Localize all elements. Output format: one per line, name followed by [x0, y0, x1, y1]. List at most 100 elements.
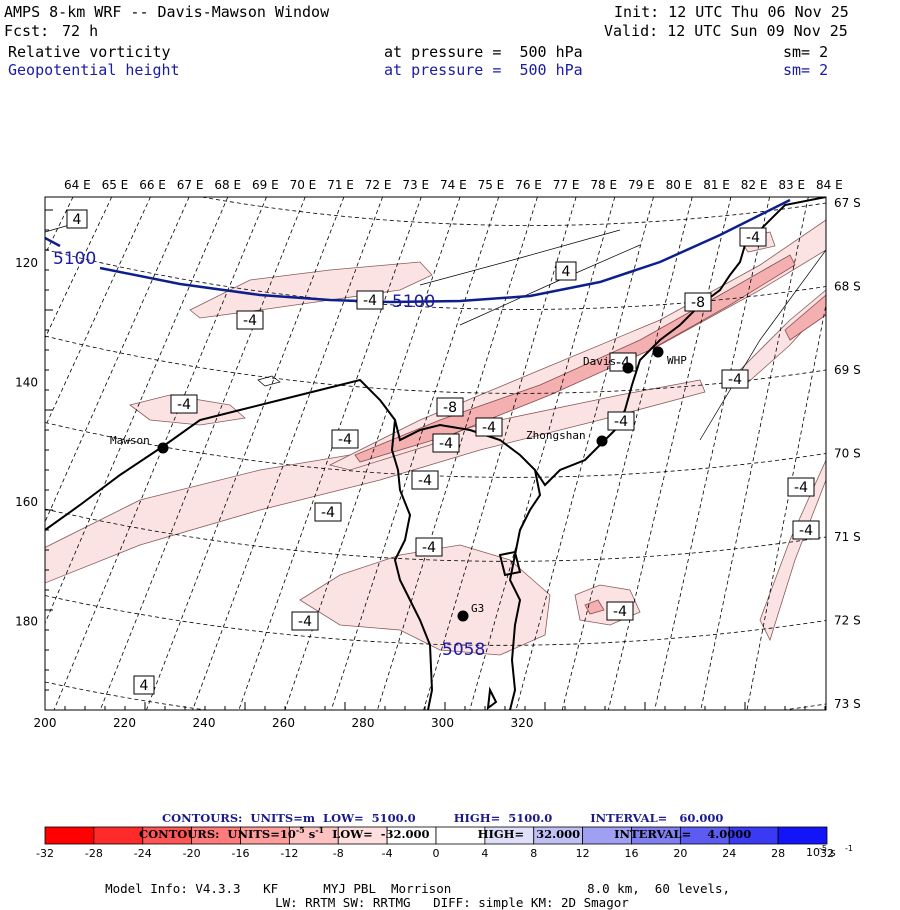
stations: Mawson Davis WHP Zhongshan G3 — [110, 346, 687, 622]
svg-text:-8: -8 — [691, 295, 705, 311]
height-contour-5100-west — [45, 236, 61, 248]
svg-text:-4: -4 — [243, 313, 257, 329]
plot-frame — [44, 196, 827, 711]
svg-text:4: 4 — [562, 264, 571, 280]
vorticity-label: -4 — [331, 429, 359, 449]
vorticity-label: 4 — [66, 209, 88, 229]
vorticity-core-small — [584, 599, 605, 615]
station-mawson: Mawson — [110, 434, 169, 454]
station-zhongshan: Zhongshan — [526, 429, 608, 447]
svg-text:-4: -4 — [794, 480, 808, 496]
svg-text:-8: -8 — [443, 400, 457, 416]
latitude-label: 70 S — [834, 447, 861, 461]
longitude-label: 76 E — [515, 178, 542, 192]
x-tick-label: 200 — [34, 716, 57, 730]
valid-time: Valid: 12 UTC Sun 09 Nov 25 — [604, 22, 848, 40]
vorticity-label: 4 — [133, 675, 155, 695]
height-label: 5100 — [53, 249, 96, 269]
x-tick-label: 280 — [352, 716, 375, 730]
vorticity-label: -4 — [787, 477, 815, 497]
longitude-label: 78 E — [590, 178, 617, 192]
vorticity-label: -4 — [356, 290, 384, 310]
colorbar-labels: -32 -28 -24 -20 -16 -12 -8 -4 0 4 8 12 16 20 24 28 32 — [36, 847, 834, 860]
longitude-label: 70 E — [290, 178, 317, 192]
vorticity-label: -4 — [314, 502, 342, 522]
svg-text:-4: -4 — [482, 420, 496, 436]
vorticity-label: -4 — [721, 369, 749, 389]
colorbar-level-label: -24 — [134, 847, 152, 860]
x-tick-label: 300 — [431, 716, 454, 730]
longitude-label: 82 E — [741, 178, 768, 192]
latitude-label: 71 S — [834, 530, 861, 544]
field-1-level: at pressure = 500 hPa — [384, 43, 583, 61]
frame-ticks — [44, 209, 826, 711]
coastline — [45, 197, 826, 710]
field-2-name: Geopotential height — [8, 61, 180, 79]
colorbar-level-label: -28 — [85, 847, 103, 860]
svg-text:-5: -5 — [819, 844, 827, 853]
svg-text:4: 4 — [73, 212, 82, 228]
station-davis: Davis — [583, 355, 634, 374]
map-area: 5100 5100 5058 4 4 -4 -4 -4 -8 -4 -4 -4 … — [45, 197, 826, 710]
longitude-label: 64 E — [64, 178, 91, 192]
model-info: Model Info: V4.3.3 KF MYJ PBL Morrison — [105, 881, 452, 896]
longitude-label: 84 E — [816, 178, 843, 192]
svg-text:-4: -4 — [321, 505, 335, 521]
latitude-label: 67 S — [834, 196, 861, 210]
svg-text:-4: -4 — [728, 372, 742, 388]
field-2-level: at pressure = 500 hPa — [384, 61, 583, 79]
svg-text:-4: -4 — [422, 540, 436, 556]
svg-text:Zhongshan: Zhongshan — [526, 429, 586, 442]
longitude-label: 80 E — [666, 178, 693, 192]
vorticity-label: -4 — [607, 411, 635, 431]
colorbar-level-label: 8 — [530, 847, 537, 860]
vorticity-label: 4 — [555, 261, 577, 281]
svg-text:-4: -4 — [613, 604, 627, 620]
x-tick-label: 240 — [193, 716, 216, 730]
svg-text:-4: -4 — [298, 614, 312, 630]
vorticity-label: -4 — [606, 601, 634, 621]
colorbar-swatch — [44, 826, 95, 845]
vorticity-label: -4 — [291, 611, 319, 631]
vorticity-contour-info: CONTOURS: UNITS=10-5 s-1 LOW= -32.000 HIG… — [139, 825, 752, 841]
latitude-labels: 67 S 68 S 69 S 70 S 71 S 72 S 73 S — [834, 196, 861, 711]
init-time: Init: 12 UTC Thu 06 Nov 25 — [614, 3, 849, 21]
colorbar-level-label: -20 — [183, 847, 201, 860]
vorticity-label: -4 — [739, 227, 767, 247]
svg-text:-4: -4 — [418, 473, 432, 489]
svg-text:WHP: WHP — [667, 354, 687, 367]
longitude-label: 75 E — [478, 178, 505, 192]
vorticity-label: -8 — [684, 292, 712, 312]
vorticity-label: -4 — [415, 537, 443, 557]
vorticity-core — [354, 254, 826, 615]
longitude-label: 68 E — [214, 178, 241, 192]
colorbar-level-label: -32 — [36, 847, 54, 860]
vorticity-label: -4 — [792, 520, 820, 540]
field-1-name: Relative vorticity — [8, 43, 171, 61]
colorbar-level-label: 32 — [820, 847, 834, 860]
x-tick-label: 260 — [272, 716, 295, 730]
station-whp: WHP — [652, 346, 687, 367]
x-tick-label: 320 — [511, 716, 534, 730]
vorticity-label: -4 — [411, 470, 439, 490]
latitude-label: 69 S — [834, 363, 861, 377]
svg-text:G3: G3 — [471, 602, 484, 615]
svg-text:-1: -1 — [845, 844, 853, 853]
vorticity-core-east — [784, 294, 826, 341]
y-tick-label: 180 — [15, 615, 38, 629]
height-contour-info: CONTOURS: UNITS=m LOW= 5100.0 HIGH= 5100.… — [162, 811, 724, 825]
longitude-label: 79 E — [628, 178, 655, 192]
colorbar-unit: 10 -5 s -1 — [806, 844, 853, 859]
colorbar-level-label: 0 — [433, 847, 440, 860]
colorbar-level-label: -16 — [232, 847, 250, 860]
colorbar-level-label: -8 — [333, 847, 344, 860]
vorticity-label: -4 — [475, 417, 503, 437]
vorticity-band-south — [45, 379, 706, 584]
field-2-smoothing: sm= 2 — [783, 61, 829, 79]
vorticity-labels: 4 4 -4 -4 -4 -8 -4 -4 -4 -4 -4 -4 -4 -4 … — [66, 209, 820, 695]
y-tick-label: 140 — [15, 376, 38, 390]
x-tick-label: 220 — [113, 716, 136, 730]
colorbar — [44, 826, 828, 845]
longitude-label: 72 E — [365, 178, 392, 192]
colorbar-level-label: 4 — [481, 847, 488, 860]
